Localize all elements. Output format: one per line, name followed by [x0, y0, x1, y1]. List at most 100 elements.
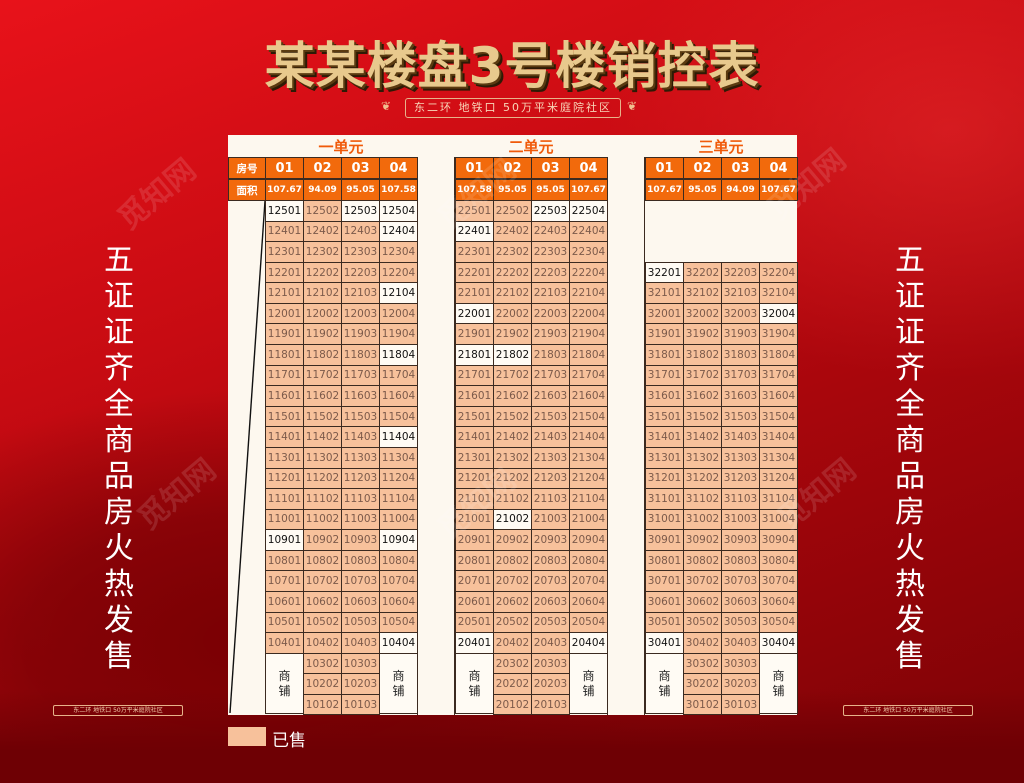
room-cell-sold: 31201: [645, 467, 684, 490]
room-cell-sold: 31303: [721, 446, 760, 469]
room-cell-sold: 10601: [265, 591, 304, 613]
slogan-char: 品: [104, 459, 134, 494]
room-cell-sold: 21904: [569, 323, 608, 346]
room-cell-sold: 10701: [265, 570, 304, 593]
room-cell-sold: 30604: [759, 591, 798, 613]
room-cell-sold: 12304: [379, 241, 418, 263]
room-cell-sold: 22502: [493, 200, 532, 222]
room-cell-sold: 21204: [569, 467, 608, 490]
room-cell-sold: 10504: [379, 611, 418, 634]
area-value: 95.05: [531, 179, 570, 201]
room-cell-sold: 22304: [569, 241, 608, 263]
legend-sold-swatch: [228, 727, 266, 746]
room-cell-sold: 10502: [303, 611, 342, 634]
shop-label-char: 商: [658, 668, 671, 683]
slogan-char: 热: [104, 567, 134, 602]
room-cell-sold: 10604: [379, 591, 418, 613]
room-cell-sold: 31903: [721, 323, 760, 346]
room-cell-sold: 21901: [455, 323, 494, 346]
area-value: 107.67: [645, 179, 684, 201]
room-cell-sold: 21404: [569, 426, 608, 448]
room-cell-sold: 10903: [341, 529, 380, 551]
slogan-char: 售: [104, 639, 134, 674]
room-cell-sold: 12402: [303, 220, 342, 243]
room-cell-sold: 30502: [683, 611, 722, 634]
room-cell-sold: 21003: [531, 508, 570, 531]
room-cell-sold: 11703: [341, 364, 380, 387]
room-cell-sold: 30601: [645, 591, 684, 613]
room-cell-sold: 32102: [683, 282, 722, 304]
room-cell-sold: 11502: [303, 405, 342, 428]
room-cell-sold: 12303: [341, 241, 380, 263]
ornament-left-icon: ❦: [381, 99, 392, 113]
room-cell-sold: 31003: [721, 508, 760, 531]
room-cell-sold: 20602: [493, 591, 532, 613]
room-cell-sold: 20503: [531, 611, 570, 634]
room-cell-sold: 11304: [379, 446, 418, 469]
area-label: 面积: [228, 179, 266, 201]
area-value: 94.09: [721, 179, 760, 201]
room-cell-sold: 11702: [303, 364, 342, 387]
room-cell-sold: 21603: [531, 385, 570, 407]
room-cell-sold: 11001: [265, 508, 304, 531]
room-cell-sold: 30903: [721, 529, 760, 551]
shop-cell: 商铺: [759, 652, 798, 715]
room-cell-sold: 11603: [341, 385, 380, 407]
room-cell-sold: 31502: [683, 405, 722, 428]
room-cell-sold: 12401: [265, 220, 304, 243]
room-cell-sold: 21303: [531, 446, 570, 469]
room-cell-sold: 31702: [683, 364, 722, 387]
room-cell-sold: 30704: [759, 570, 798, 593]
room-cell-sold: 11803: [341, 344, 380, 366]
room-cell-available: 10404: [379, 632, 418, 654]
room-cell-sold: 22002: [493, 302, 532, 325]
room-cell-sold: 11902: [303, 323, 342, 346]
room-cell-sold: 11701: [265, 364, 304, 387]
room-cell-sold: 31204: [759, 467, 798, 490]
room-cell-sold: 11802: [303, 344, 342, 366]
room-cell-sold: 30504: [759, 611, 798, 634]
room-cell-sold: 31404: [759, 426, 798, 448]
room-cell-available: 12504: [379, 200, 418, 222]
room-cell-sold: 32001: [645, 302, 684, 325]
room-cell-sold: 21004: [569, 508, 608, 531]
room-cell-sold: 21302: [493, 446, 532, 469]
room-cell-sold: 11903: [341, 323, 380, 346]
room-cell-sold: 12004: [379, 302, 418, 325]
slogan-char: 证: [104, 315, 134, 350]
room-cell-sold: 30302: [683, 652, 722, 675]
room-cell-sold: 31901: [645, 323, 684, 346]
room-cell-sold: 31603: [721, 385, 760, 407]
room-cell-sold: 11302: [303, 446, 342, 469]
column-header: 02: [683, 157, 722, 179]
room-cell-sold: 31302: [683, 446, 722, 469]
room-cell-sold: 11103: [341, 488, 380, 510]
room-cell-sold: 21001: [455, 508, 494, 531]
room-cell-sold: 20303: [531, 652, 570, 675]
small-banner-right: 东二环 地铁口 50万平米庭院社区: [843, 705, 973, 716]
slogan-char: 证: [895, 279, 925, 314]
room-cell-sold: 12002: [303, 302, 342, 325]
area-value: 107.67: [759, 179, 798, 201]
room-cell-sold: 20903: [531, 529, 570, 551]
room-cell-sold: 31703: [721, 364, 760, 387]
ornament-right-icon: ❦: [627, 99, 638, 113]
room-cell-sold: 20801: [455, 549, 494, 572]
room-cell-sold: 10302: [303, 652, 342, 675]
room-cell-sold: 31203: [721, 467, 760, 490]
room-cell-sold: 22301: [455, 241, 494, 263]
shop-label-char: 铺: [658, 683, 671, 698]
room-cell-sold: 12003: [341, 302, 380, 325]
room-cell-sold: 11503: [341, 405, 380, 428]
room-cell-sold: 22103: [531, 282, 570, 304]
room-cell-sold: 32103: [721, 282, 760, 304]
room-cell-sold: 21102: [493, 488, 532, 510]
column-header: 02: [303, 157, 342, 179]
room-cell-sold: 10303: [341, 652, 380, 675]
room-cell-sold: 22203: [531, 261, 570, 284]
unit-title: 三单元: [698, 137, 744, 156]
room-cell-sold: 21903: [531, 323, 570, 346]
room-cell-sold: 31102: [683, 488, 722, 510]
room-cell-sold: 22101: [455, 282, 494, 304]
room-cell-sold: 20803: [531, 549, 570, 572]
